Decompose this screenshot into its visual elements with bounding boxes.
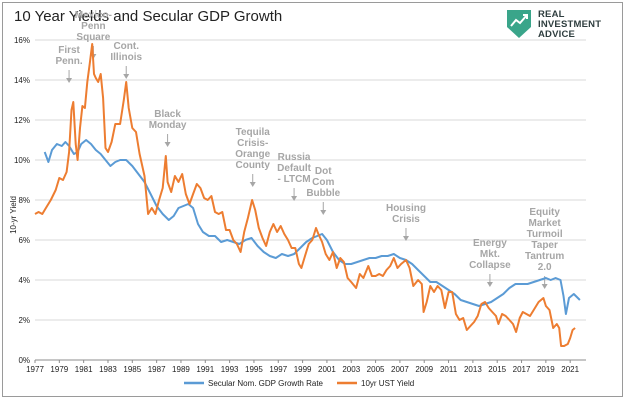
y-tick-label: 14% <box>14 76 30 85</box>
event-annotation: Energy Mkt. Collapse <box>469 238 511 287</box>
logo-shield-icon <box>507 10 531 38</box>
x-tick-label: 1995 <box>245 365 263 374</box>
annotation-arrowhead <box>123 74 130 79</box>
legend-label: Secular Nom. GDP Growth Rate <box>208 379 324 388</box>
y-tick-label: 12% <box>14 116 30 125</box>
x-tick-label: 2021 <box>561 365 579 374</box>
x-tick-label: 2005 <box>367 365 385 374</box>
x-tick-label: 2007 <box>391 365 409 374</box>
event-annotation: First Penn. <box>55 45 83 83</box>
legend: Secular Nom. GDP Growth Rate 10yr UST Yie… <box>184 379 414 388</box>
annotation-label: Energy Mkt. Collapse <box>469 238 511 271</box>
x-tick-label: 2019 <box>537 365 555 374</box>
x-tick-label: 1979 <box>50 365 68 374</box>
x-tick-label: 1993 <box>221 365 239 374</box>
x-tick-label: 2013 <box>464 365 482 374</box>
y-tick-label: 4% <box>18 276 30 285</box>
annotation-label: Mexico-Penn Square <box>75 10 112 43</box>
annotation-label: Housing Crisis <box>386 203 426 225</box>
annotation-arrowhead <box>541 284 548 289</box>
event-annotation: Cont. Illinois <box>110 41 142 79</box>
x-tick-label: 1999 <box>294 365 312 374</box>
x-tick-label: 2001 <box>318 365 336 374</box>
annotation-arrowhead <box>486 282 493 287</box>
gridlines <box>35 39 586 361</box>
x-tick-label: 2015 <box>488 365 506 374</box>
annotation-arrowhead <box>164 142 171 147</box>
annotation-arrowhead <box>249 182 256 187</box>
annotation-label: Equity Market Turmoil Taper Tantrum 2.0 <box>525 207 564 273</box>
x-tick-label: 1981 <box>75 365 93 374</box>
annotation-label: First Penn. <box>55 45 82 67</box>
y-tick-label: 16% <box>14 36 30 45</box>
legend-label: 10yr UST Yield <box>361 379 414 388</box>
x-tick-label: 1991 <box>196 365 214 374</box>
x-tick-label: 2003 <box>342 365 360 374</box>
y-axis-title: 10-yr Yield <box>9 196 18 234</box>
annotation-label: Black Monday <box>149 109 187 131</box>
annotation-arrowhead <box>66 78 73 83</box>
y-tick-label: 6% <box>18 236 30 245</box>
series-lines <box>34 43 581 347</box>
x-tick-label: 1987 <box>148 365 166 374</box>
annotation-label: Dot Com Bubble <box>306 166 340 199</box>
x-tick-label: 2011 <box>440 365 458 374</box>
x-tick-label: 1989 <box>172 365 190 374</box>
logo-line-1: REAL <box>538 9 565 20</box>
real-investment-advice-logo: REAL INVESTMENT ADVICE <box>506 9 618 47</box>
event-annotation: Russia Default - LTCM <box>277 152 312 201</box>
event-annotation: Housing Crisis <box>386 203 426 241</box>
event-annotation: Black Monday <box>149 109 187 147</box>
logo-line-3: ADVICE <box>538 29 576 40</box>
event-annotation: Equity Market Turmoil Taper Tantrum 2.0 <box>525 207 564 289</box>
y-tick-label: 10% <box>14 156 30 165</box>
x-tick-label: 1983 <box>99 365 117 374</box>
chart-title: 10 Year Yields and Secular GDP Growth <box>14 8 283 25</box>
y-tick-label: 8% <box>18 196 30 205</box>
annotation-label: Tequila Crisis-Orange County <box>235 127 270 171</box>
y-axis-ticks: 0% 2% 4% 6% 8% 10% 12% 14% 16% <box>14 36 30 365</box>
x-tick-label: 2017 <box>513 365 531 374</box>
event-annotation: Dot Com Bubble <box>306 166 341 215</box>
series-line <box>43 139 581 315</box>
annotation-label: Russia Default - LTCM <box>277 152 312 185</box>
x-tick-label: 1997 <box>269 365 287 374</box>
y-tick-label: 0% <box>18 356 30 365</box>
annotation-arrowhead <box>402 236 409 241</box>
annotation-arrowhead <box>291 196 298 201</box>
annotation-arrowhead <box>320 210 327 215</box>
y-tick-label: 2% <box>18 316 30 325</box>
event-annotation: Tequila Crisis-Orange County <box>235 127 271 187</box>
x-tick-label: 2009 <box>415 365 433 374</box>
series-line <box>34 43 576 347</box>
x-tick-label: 1977 <box>26 365 44 374</box>
x-axis-ticks: 1977 1979 1981 1983 1985 1987 1989 1991 1993 1995… <box>26 360 580 374</box>
logo-wordmark: REAL INVESTMENT ADVICE <box>538 10 601 40</box>
x-tick-label: 1985 <box>123 365 141 374</box>
logo-line-2: INVESTMENT <box>538 19 602 30</box>
annotation-label: Cont. Illinois <box>110 41 142 63</box>
